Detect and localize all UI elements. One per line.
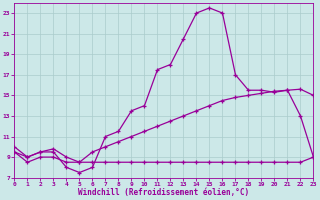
X-axis label: Windchill (Refroidissement éolien,°C): Windchill (Refroidissement éolien,°C) [78, 188, 250, 197]
